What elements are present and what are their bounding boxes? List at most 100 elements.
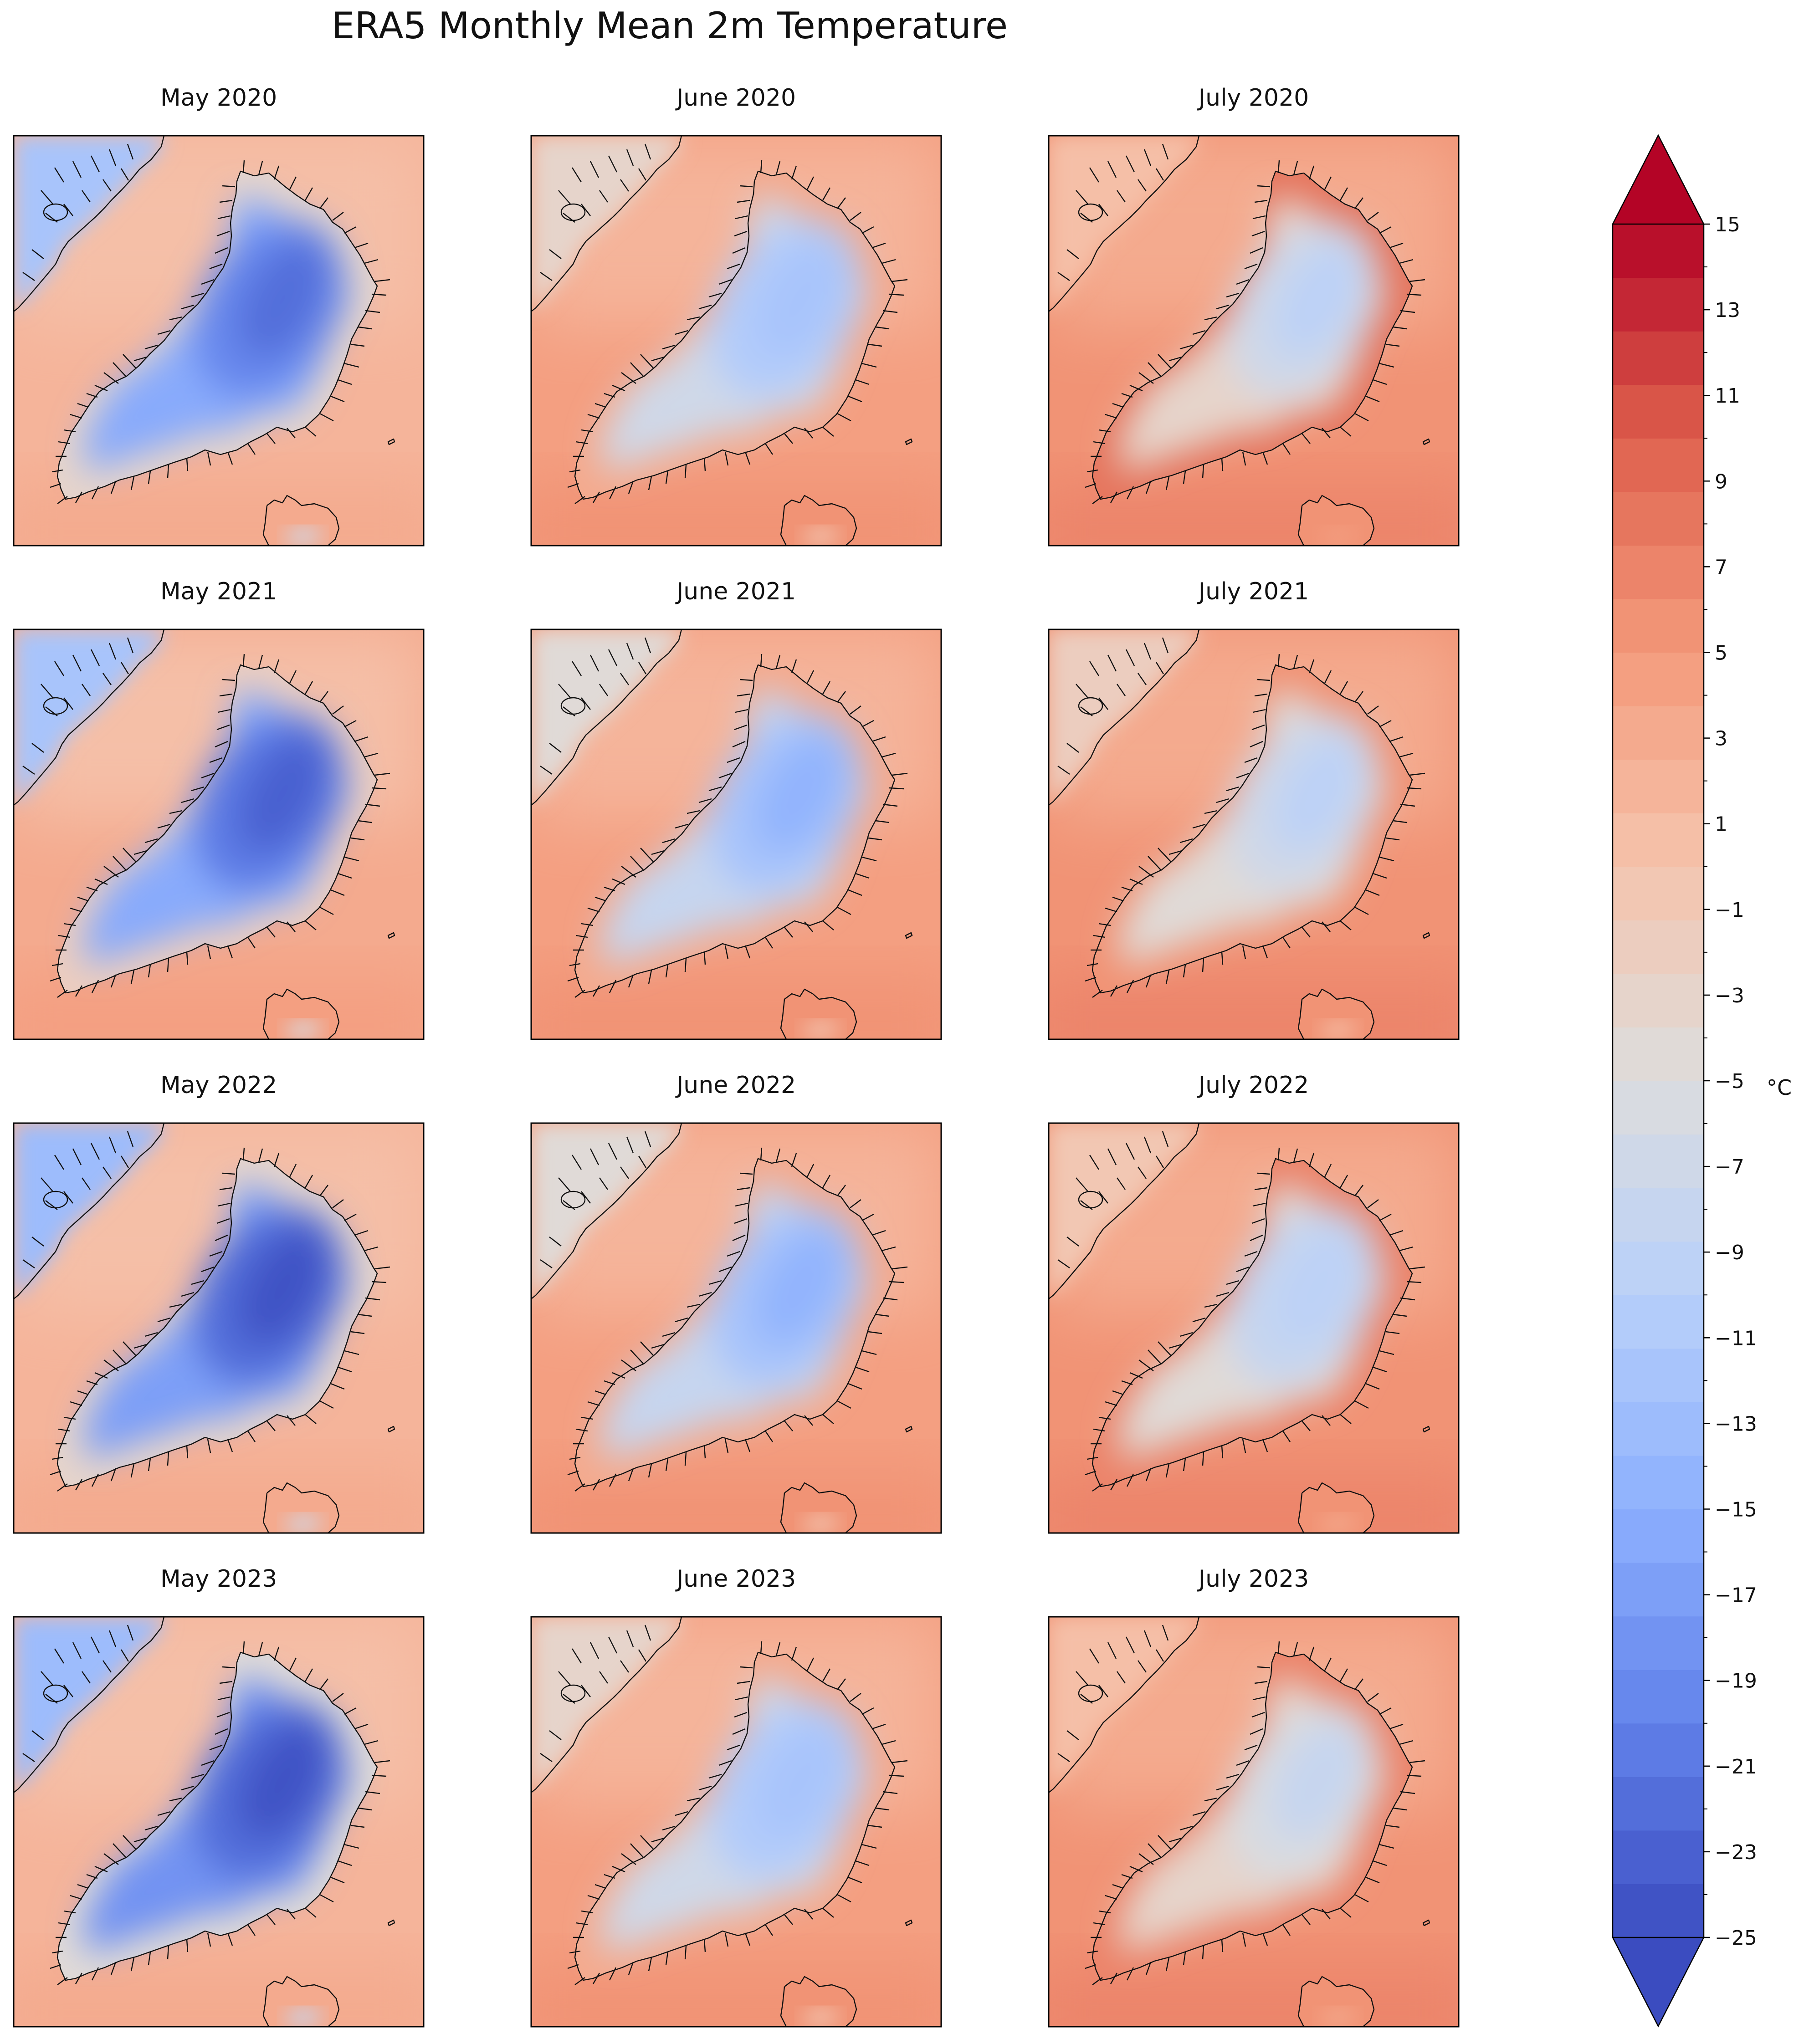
fjord-line: [216, 724, 230, 731]
fjord-line: [621, 372, 636, 384]
fjord-line: [258, 1148, 263, 1163]
fjord-line: [287, 1909, 296, 1920]
fjord-line: [575, 441, 588, 445]
fjord-line: [338, 1366, 352, 1373]
fjord-line: [207, 945, 211, 960]
fjord-line: [1216, 304, 1230, 310]
fjord-line: [1112, 1884, 1124, 1889]
fjord-line: [54, 167, 65, 183]
fjord-line: [1226, 1280, 1240, 1285]
fjord-line: [1262, 1932, 1268, 1946]
fjord-line: [626, 1136, 634, 1154]
fjord-line: [1092, 990, 1103, 998]
coastlines: [531, 1617, 913, 2027]
ice-sheet-minimum: [237, 241, 328, 358]
fjord-line: [569, 469, 581, 473]
fjord-line: [120, 168, 129, 181]
fjord-line: [273, 1153, 280, 1167]
fjord-line: [698, 1292, 712, 1297]
fjord-line: [186, 458, 189, 471]
fjord-line: [102, 1166, 112, 1179]
ice-sheet-field: [1118, 196, 1387, 472]
fjord-line: [123, 354, 136, 368]
colorbar-tick-label: 13: [1715, 299, 1740, 322]
fjord-line: [687, 1303, 700, 1308]
fjord-line: [1385, 1331, 1400, 1334]
fjord-line: [77, 403, 89, 408]
temperature-field: [1049, 629, 1459, 1039]
fjord-line: [1252, 709, 1266, 713]
fjord-line: [734, 1218, 748, 1224]
fjord-line: [1322, 1415, 1331, 1426]
fjord-line: [305, 427, 317, 437]
fjord-line: [567, 483, 579, 488]
fjord-line: [837, 413, 851, 422]
fjord-line: [1076, 1177, 1088, 1192]
fjord-line: [287, 1415, 296, 1426]
panel-frame: [1048, 629, 1460, 1040]
fjord-line: [1183, 964, 1186, 978]
greenland-coastline: [56, 1158, 378, 1487]
lake-outline: [43, 697, 68, 715]
fjord-line: [1254, 1681, 1268, 1684]
fjord-line: [609, 1967, 617, 1981]
fjord-line: [1400, 803, 1415, 807]
fjord-line: [305, 1414, 317, 1424]
fjord-line: [1179, 838, 1193, 843]
fjord-line: [791, 659, 797, 674]
greenland-coastline: [1092, 1651, 1413, 1981]
fjord-line: [648, 1463, 652, 1478]
fjord-line: [75, 985, 83, 997]
fjord-line: [1379, 226, 1392, 234]
fjord-line: [855, 873, 870, 879]
fjord-line: [1158, 1341, 1171, 1356]
fjord-line: [684, 1945, 687, 1960]
fjord-line: [1098, 429, 1111, 433]
fjord-line: [41, 684, 53, 698]
map-panel: July 2020: [1048, 84, 1460, 547]
fjord-line: [157, 330, 171, 335]
fjord-line: [684, 464, 687, 479]
fjord-line: [744, 1932, 751, 1946]
fjord-line: [215, 741, 228, 748]
fjord-line: [592, 1972, 600, 1984]
jan-mayen-coastline: [905, 1919, 913, 1926]
fjord-line: [571, 1648, 582, 1664]
fjord-line: [1085, 976, 1097, 982]
greenland-coastline: [56, 170, 378, 500]
canadian-islands-field: [14, 629, 164, 805]
fjord-line: [871, 1230, 886, 1236]
coastlines: [1049, 1123, 1430, 1533]
fjord-line: [289, 1657, 297, 1671]
fjord-line: [540, 272, 553, 281]
fjord-line: [574, 1977, 585, 1985]
fjord-line: [1121, 1380, 1133, 1385]
fjord-line: [1202, 958, 1204, 972]
fjord-line: [718, 279, 732, 285]
fjord-line: [113, 1843, 126, 1858]
fjord-line: [822, 187, 831, 201]
fjord-line: [86, 1380, 98, 1385]
fjord-line: [54, 1155, 65, 1170]
iceland-coastline: [1297, 495, 1375, 546]
greenland-coastline: [1092, 664, 1413, 994]
iceland-coastline: [262, 988, 340, 1039]
fjord-line: [1183, 470, 1186, 484]
iceland-interior: [802, 2009, 840, 2026]
fjord-line: [1066, 743, 1079, 753]
fjord-line: [1236, 1266, 1250, 1272]
fjord-line: [219, 1681, 233, 1684]
fjord-line: [1204, 810, 1218, 814]
fjord-line: [167, 1451, 169, 1466]
fjord-line: [350, 1331, 365, 1334]
canadian-islands-field: [531, 136, 682, 312]
fjord-line: [594, 896, 606, 902]
fjord-line: [558, 1671, 571, 1686]
fjord-line: [760, 654, 763, 667]
fjord-line: [604, 1874, 615, 1879]
fjord-line: [1110, 491, 1118, 503]
fjord-line: [882, 310, 898, 313]
fjord-line: [806, 1164, 815, 1177]
fjord-line: [861, 1350, 877, 1355]
fjord-line: [675, 823, 688, 829]
